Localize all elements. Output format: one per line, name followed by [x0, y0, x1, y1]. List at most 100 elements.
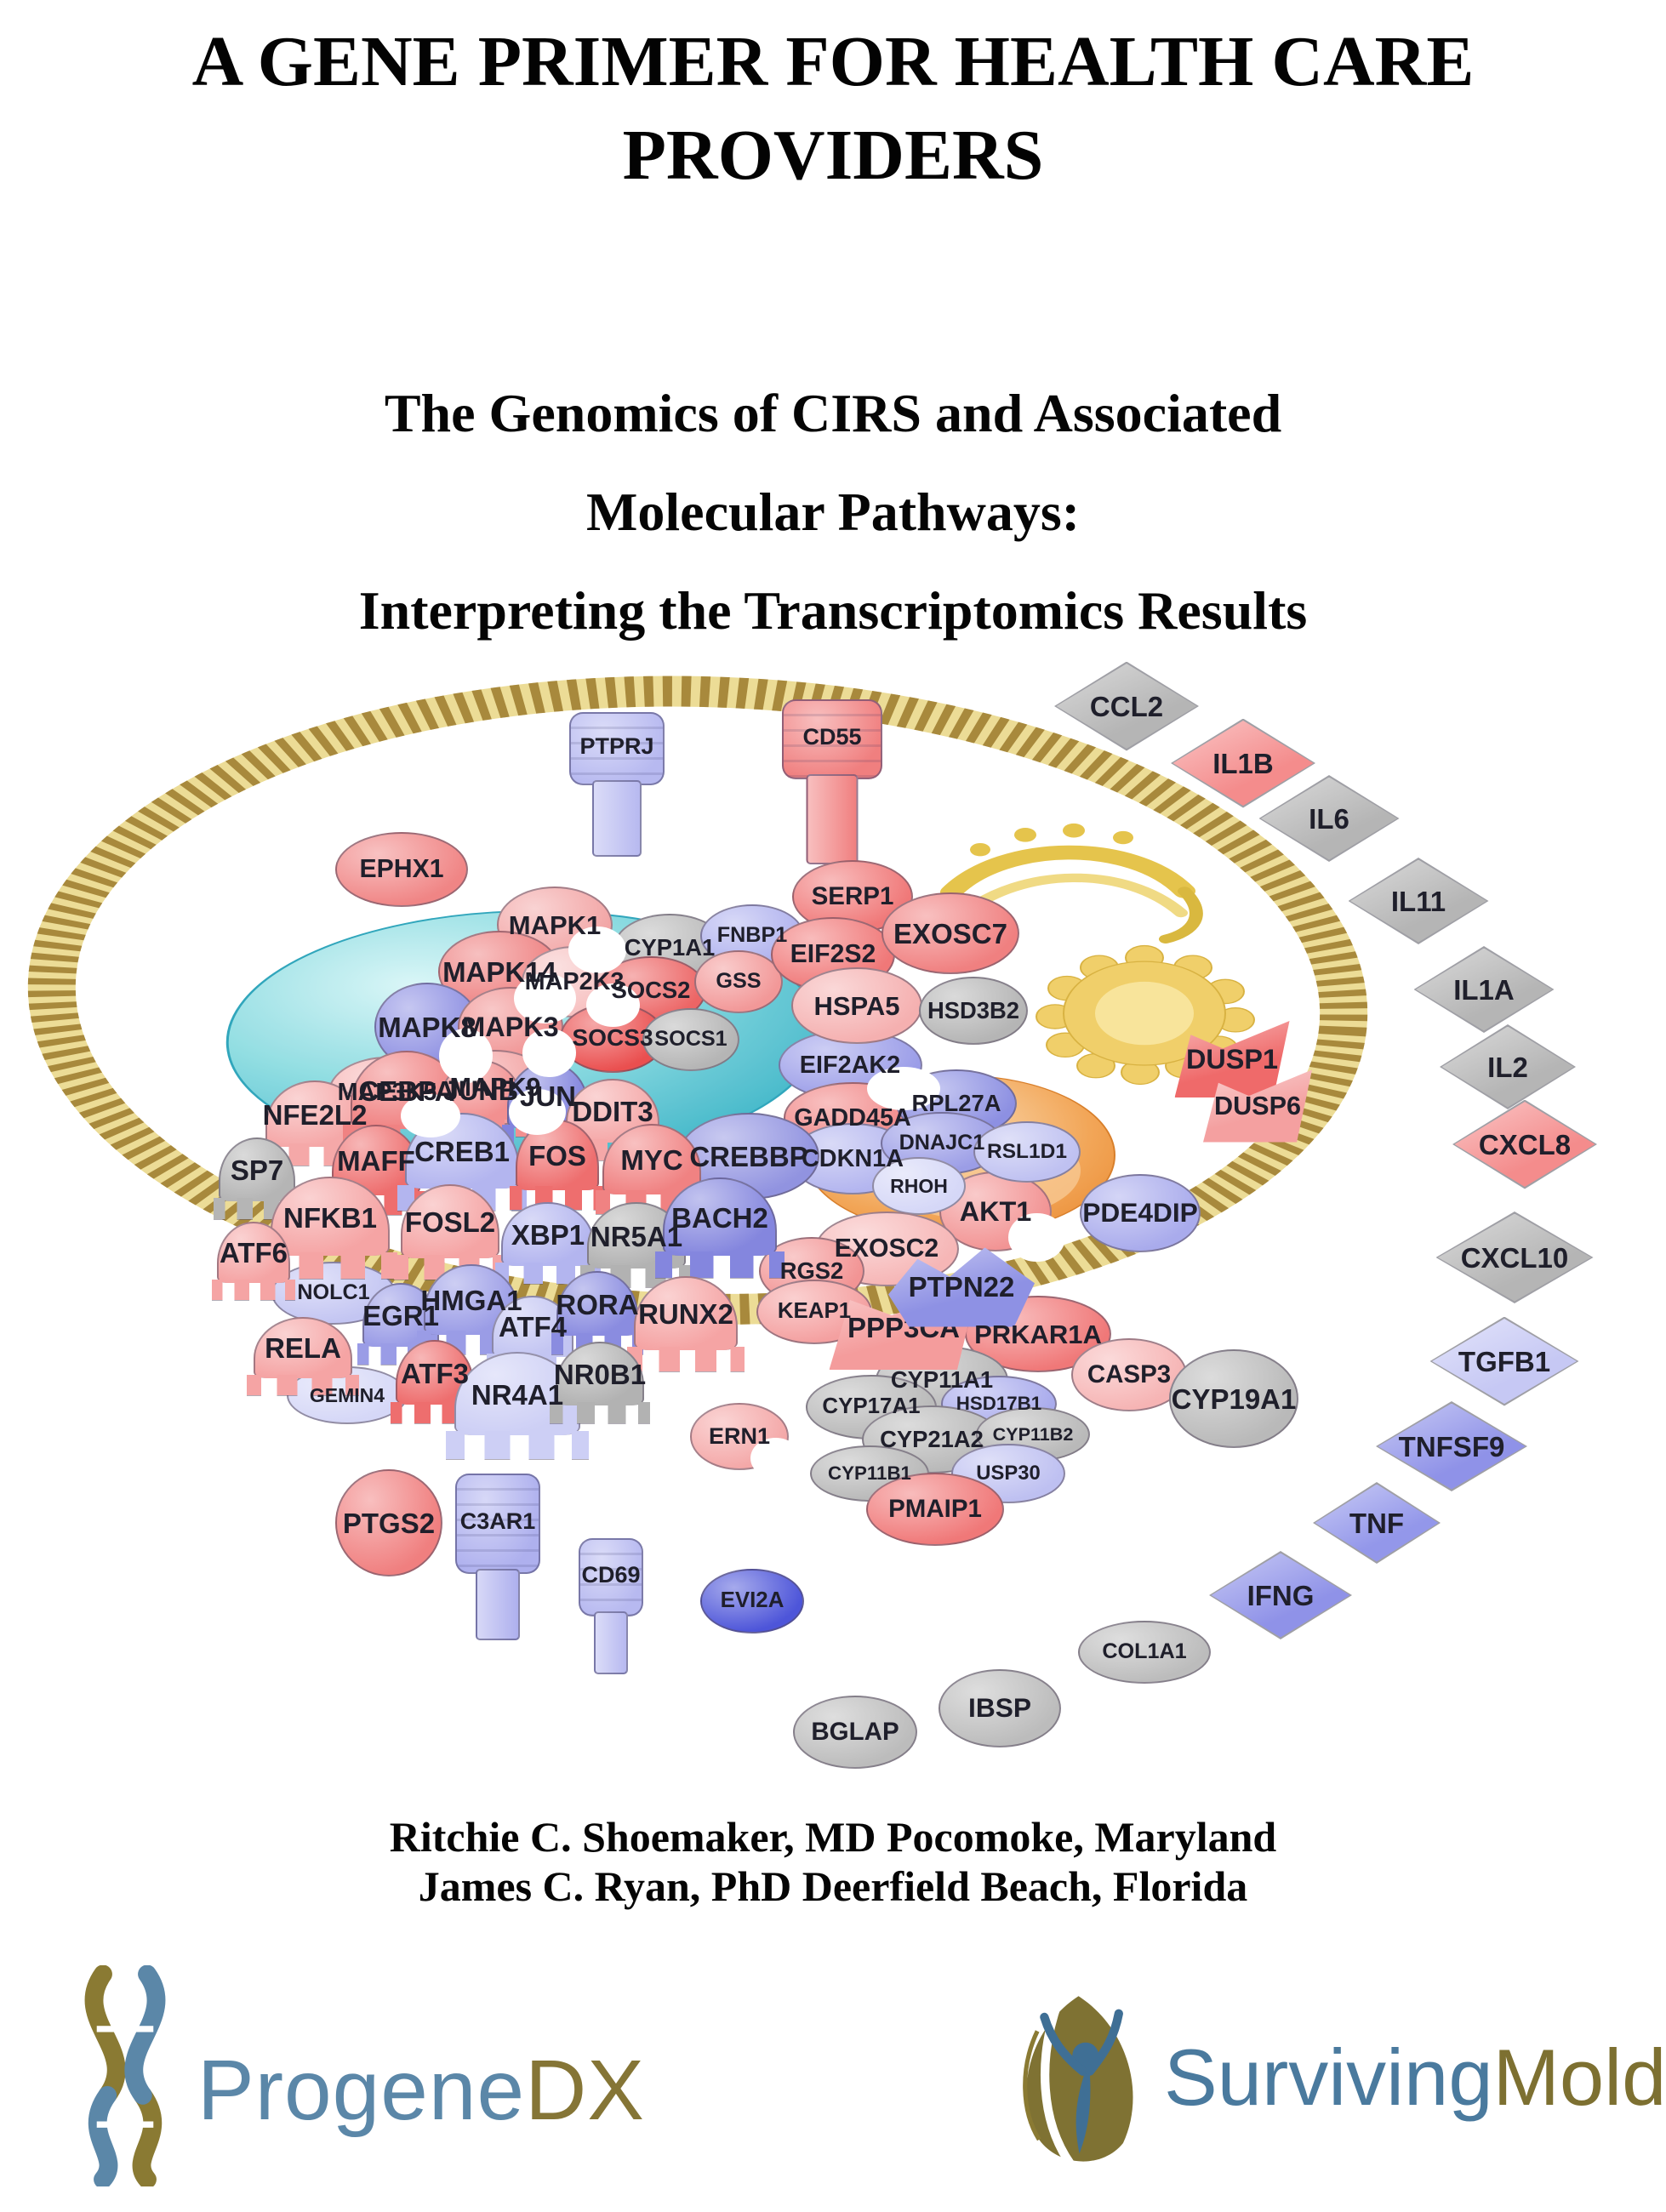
gene-mapk1: MAPK1: [497, 887, 627, 973]
survivingmold-logo: SurvivingMold: [1004, 1982, 1666, 2178]
gene-label: CD69: [581, 1561, 641, 1588]
gene-label: ATF6: [219, 1237, 288, 1269]
gene-label: EIF2AK2: [799, 1051, 901, 1079]
gene-bach2: BACH2: [655, 1177, 785, 1278]
subtitle-line-2: Molecular Pathways:: [585, 482, 1081, 542]
gene-label: MAPK1: [508, 909, 602, 940]
gene-label: ATF4: [498, 1311, 568, 1343]
gene-cd55: CD55: [782, 699, 882, 864]
gene-label: PTGS2: [342, 1507, 436, 1539]
gene-label: EIF2S2: [790, 939, 876, 968]
gene-label: NFKB1: [282, 1201, 377, 1234]
gene-label: CEBPA: [358, 1075, 455, 1107]
gene-casp3: CASP3: [1071, 1338, 1187, 1411]
gene-label: HSD3B2: [927, 997, 1020, 1024]
gene-nr5a1: NR5A1: [580, 1202, 693, 1287]
gene-label: CREB1: [414, 1136, 510, 1167]
subtitle-line-1: The Genomics of CIRS and Associated: [384, 383, 1282, 443]
gene-label: IL11: [1390, 885, 1446, 917]
gene-label: PDE4DIP: [1082, 1197, 1198, 1229]
gene-ptprj: PTPRJ: [569, 712, 665, 857]
gene-label: RUNX2: [638, 1298, 733, 1331]
page-subtitle: The Genomics of CIRS and Associated Mole…: [0, 364, 1666, 660]
gene-label: EPHX1: [359, 854, 444, 883]
gene-label: IFNG: [1247, 1579, 1315, 1611]
gene-atf3: ATF3: [391, 1340, 479, 1423]
gene-label: DNAJC1: [899, 1131, 985, 1155]
gene-cyp19a1: CYP19A1: [1169, 1349, 1298, 1448]
gene-gss: GSS: [694, 950, 783, 1013]
gene-label: MAPK8: [378, 1011, 476, 1043]
gene-label: CYP11A1: [890, 1366, 994, 1394]
gene-akt1: AKT1: [939, 1172, 1065, 1263]
gene-label: JUN: [519, 1080, 577, 1112]
gene-label: HSD17B1: [956, 1392, 1042, 1414]
gene-label: HSPA5: [813, 990, 900, 1021]
gene-ibsp: IBSP: [939, 1669, 1061, 1747]
gene-label: C3AR1: [459, 1508, 536, 1534]
gene-label: GSS: [716, 969, 762, 994]
gene-label: NOLC1: [297, 1280, 370, 1305]
gene-c3ar1: C3AR1: [455, 1474, 540, 1640]
gene-label: CCL2: [1089, 690, 1164, 722]
gene-ephx1: EPHX1: [335, 832, 468, 907]
gene-label: MYC: [620, 1143, 683, 1176]
gene-label: IL2: [1487, 1051, 1528, 1083]
gene-label: SOCS2: [611, 977, 691, 1004]
page-title: A GENE PRIMER FOR HEALTH CARE PROVIDERS: [0, 15, 1666, 202]
gene-label: CDKN1A: [802, 1144, 904, 1172]
gene-rela: RELA: [247, 1317, 359, 1395]
gene-label: MAFF: [337, 1144, 415, 1177]
gene-label: EGR1: [362, 1299, 439, 1331]
gene-label: CXCL8: [1478, 1128, 1572, 1160]
gene-evi2a: EVI2A: [700, 1569, 804, 1633]
authors: Ritchie C. Shoemaker, MD Pocomoke, Maryl…: [0, 1812, 1666, 1911]
gene-rsl1d1: RSL1D1: [973, 1121, 1081, 1183]
gene-atf6: ATF6: [212, 1222, 295, 1300]
figure-leaf-icon: [1023, 1996, 1133, 2167]
gene-label: SOCS1: [654, 1027, 727, 1052]
gene-label: KEAP1: [777, 1299, 852, 1324]
gene-label: FOSL2: [404, 1206, 496, 1239]
progenedx-text-primary: Progene: [197, 2043, 526, 2138]
gene-label: PRKAR1A: [974, 1319, 1102, 1349]
gene-label: JUNB: [442, 1075, 519, 1106]
gene-ptgs2: PTGS2: [335, 1469, 442, 1576]
gene-label: SOCS3: [572, 1023, 653, 1051]
gene-label: CYP21A2: [880, 1426, 984, 1453]
gene-label: GEMIN4: [309, 1383, 385, 1406]
gene-label: IL1B: [1212, 747, 1274, 779]
gene-hspa5: HSPA5: [791, 967, 922, 1044]
progenedx-text-secondary: DX: [525, 2043, 645, 2138]
gene-label: HMGA1: [420, 1284, 522, 1316]
gene-label: DUSP1: [1185, 1043, 1278, 1075]
gene-label: RORA: [556, 1288, 639, 1320]
author-line-2: James C. Ryan, PhD Deerfield Beach, Flor…: [418, 1862, 1248, 1910]
gene-label: COL1A1: [1102, 1639, 1187, 1664]
gene-label: BACH2: [671, 1201, 768, 1234]
gene-label: CYP17A1: [822, 1394, 921, 1419]
gene-label: RHOH: [890, 1174, 948, 1197]
title-line-1: A GENE PRIMER FOR HEALTH CARE: [191, 22, 1475, 101]
gene-pde4dip: PDE4DIP: [1080, 1174, 1201, 1252]
gene-label: FOS: [528, 1139, 586, 1172]
gene-label: XBP1: [511, 1218, 585, 1251]
gene-label: MAPK3: [462, 1011, 559, 1042]
subtitle-line-3: Interpreting the Transcriptomics Results: [358, 580, 1308, 641]
gene-label: TGFB1: [1458, 1345, 1551, 1377]
gene-hsd3b2: HSD3B2: [919, 977, 1028, 1045]
gene-label: CXCL10: [1460, 1241, 1569, 1274]
gene-label: PTPN22: [908, 1270, 1015, 1303]
gene-label: CREBBP: [689, 1140, 808, 1172]
gene-label: PTPRJ: [579, 733, 654, 759]
cell-signaling-diagram: PTPRJ CD55 C3AR1 CD69 EPHX1 PTGS2 EVI2A MAPK1 MA…: [0, 647, 1666, 1804]
gene-bglap: BGLAP: [793, 1696, 917, 1769]
gene-label: SERP1: [811, 882, 894, 911]
survivingmold-text-secondary: Mold: [1492, 2032, 1666, 2122]
gene-label: IL1A: [1453, 973, 1515, 1006]
gene-label: EVI2A: [720, 1588, 785, 1613]
survivingmold-wordmark: SurvivingMold: [1164, 2032, 1666, 2124]
gene-label: MAP2K3: [524, 967, 625, 995]
gene-label: SP7: [230, 1154, 284, 1186]
